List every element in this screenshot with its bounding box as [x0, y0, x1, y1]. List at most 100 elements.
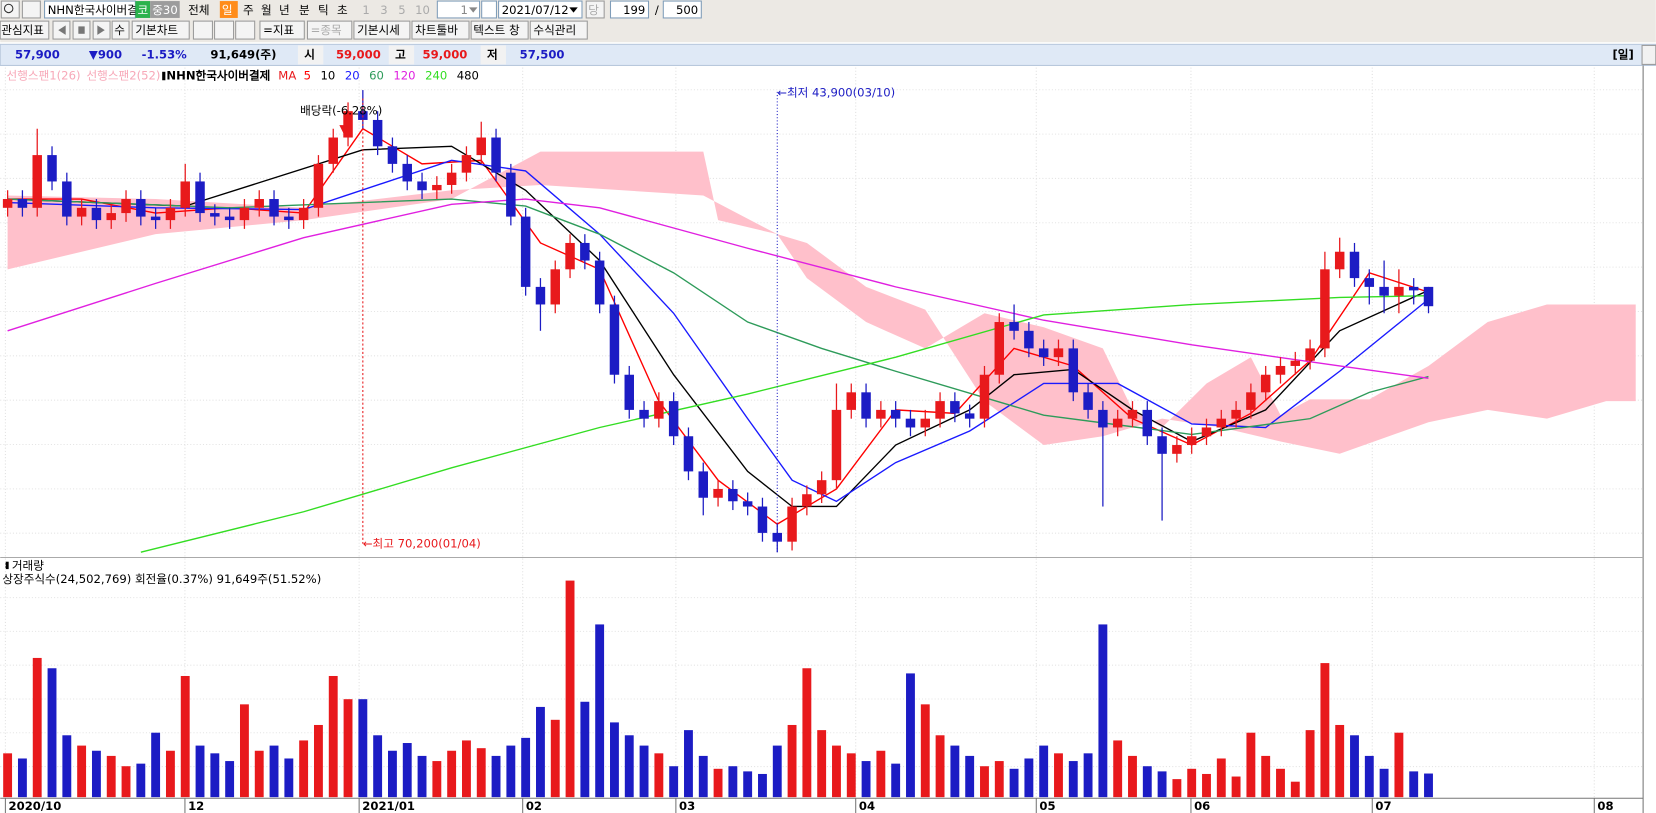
volume-bar: [1054, 753, 1063, 798]
volume-pane: [3, 580, 1433, 798]
search-button[interactable]: [0, 0, 20, 19]
dropdown-arrow: [469, 7, 478, 13]
basic-quote-button[interactable]: [353, 20, 411, 40]
settings-button[interactable]: [1641, 44, 1656, 65]
volume-bar: [1098, 624, 1108, 798]
indicator-add-button[interactable]: [259, 20, 305, 40]
volume-info: 91,649(주): [210, 47, 276, 61]
volume-title: 거래량: [12, 558, 44, 572]
current-button[interactable]: [585, 0, 605, 19]
volume-bar: [284, 758, 294, 798]
period-button[interactable]: 주: [243, 3, 254, 17]
candle-body: [757, 506, 768, 533]
candle-body: [1320, 269, 1330, 349]
tool-button[interactable]: [192, 20, 213, 40]
volume-bar: [1290, 781, 1300, 798]
volume-bar: [491, 755, 501, 798]
candle-body: [1423, 286, 1434, 307]
volume-bar: [669, 766, 679, 798]
count-box[interactable]: [609, 0, 650, 19]
candle-body: [683, 436, 694, 472]
basic-chart-button[interactable]: [131, 20, 190, 40]
candle-body: [520, 216, 531, 287]
volume-bar: [950, 745, 960, 798]
period-button[interactable]: 초: [337, 3, 348, 17]
period-button[interactable]: 틱: [318, 3, 329, 17]
next-icon: [97, 25, 105, 35]
volume-bar: [965, 755, 975, 798]
x-tick-label: 03: [679, 799, 695, 813]
candle-body: [728, 488, 738, 502]
volume-bar: [580, 701, 590, 798]
volume-bar: [165, 750, 175, 798]
candle-body: [535, 286, 546, 305]
volume-bar: [713, 768, 723, 798]
settings-button[interactable]: [235, 20, 256, 40]
candle-body: [639, 409, 649, 419]
volume-bar: [447, 750, 457, 798]
x-tick-label: 08: [1597, 799, 1613, 813]
interval-button[interactable]: 10: [415, 3, 430, 17]
stock-add-button[interactable]: [306, 20, 353, 40]
candle-body: [195, 181, 205, 214]
volume-bar: [136, 763, 146, 798]
candle-body: [565, 242, 575, 270]
volume-bar: [358, 699, 368, 798]
price-change: ▼900: [89, 47, 122, 61]
period-button[interactable]: 분: [299, 3, 310, 17]
volume-bar: [1172, 779, 1182, 798]
currency-button[interactable]: [214, 20, 235, 40]
candle-body: [387, 146, 398, 164]
volume-bar: [654, 753, 664, 798]
volume-bar: [17, 758, 27, 798]
manual-button[interactable]: [111, 20, 130, 40]
candle-body: [1260, 374, 1271, 393]
total-box[interactable]: [662, 0, 702, 19]
chart-toolbar-button[interactable]: [411, 20, 470, 40]
refresh-button[interactable]: [21, 0, 41, 19]
toolbar-row1: NHN한국사이버결 코 중30 전체 일 주 월 년 분 틱 초 1 3 5 1…: [0, 0, 702, 19]
ma-line: [7, 127, 1429, 525]
candle-body: [861, 392, 871, 419]
stock-name-box[interactable]: [44, 0, 136, 19]
interval-button[interactable]: 1: [362, 3, 369, 17]
formula-button[interactable]: [529, 20, 588, 40]
period-button[interactable]: 년: [279, 3, 290, 17]
indicator-button[interactable]: [0, 20, 50, 40]
volume-bar: [1231, 776, 1241, 798]
candle-body: [1009, 322, 1019, 331]
candle-body: [432, 184, 442, 191]
text-window-button[interactable]: [470, 20, 529, 40]
high-label: 고: [395, 47, 406, 61]
candle-body: [32, 155, 42, 208]
volume-bar: [920, 704, 930, 798]
stock-add-label: =종목: [311, 23, 342, 37]
volume-bar: [1320, 663, 1330, 798]
candle-body: [239, 207, 250, 221]
price-pane: 배당락(-6.28%) ←최고 70,200(01/04) ←최저 43,900(0…: [2, 85, 1636, 553]
candle-body: [1275, 365, 1286, 375]
volume-bar: [980, 766, 989, 798]
candle-body: [846, 392, 857, 410]
interval-button[interactable]: 3: [380, 3, 387, 17]
volume-bar: [225, 761, 235, 798]
period-button[interactable]: 전체: [188, 3, 209, 17]
candle-body: [417, 181, 427, 191]
candle-body: [506, 172, 516, 217]
period-button[interactable]: 일: [222, 3, 233, 17]
volume-bar: [77, 745, 87, 798]
volume-bar: [550, 719, 560, 798]
candle-body: [121, 199, 131, 214]
interval-select[interactable]: [436, 0, 481, 19]
period-button[interactable]: 월: [261, 3, 272, 17]
legend-entry: 5: [304, 69, 311, 83]
interval-button[interactable]: 5: [398, 3, 405, 17]
date-box[interactable]: [498, 0, 583, 19]
volume-bar: [3, 753, 13, 798]
candle-body: [668, 401, 679, 437]
spin-button[interactable]: [481, 0, 497, 19]
indicator-add-label: =지표: [263, 23, 294, 37]
candle-body: [47, 155, 57, 182]
candle-body: [594, 260, 605, 305]
candle-body: [831, 409, 842, 481]
